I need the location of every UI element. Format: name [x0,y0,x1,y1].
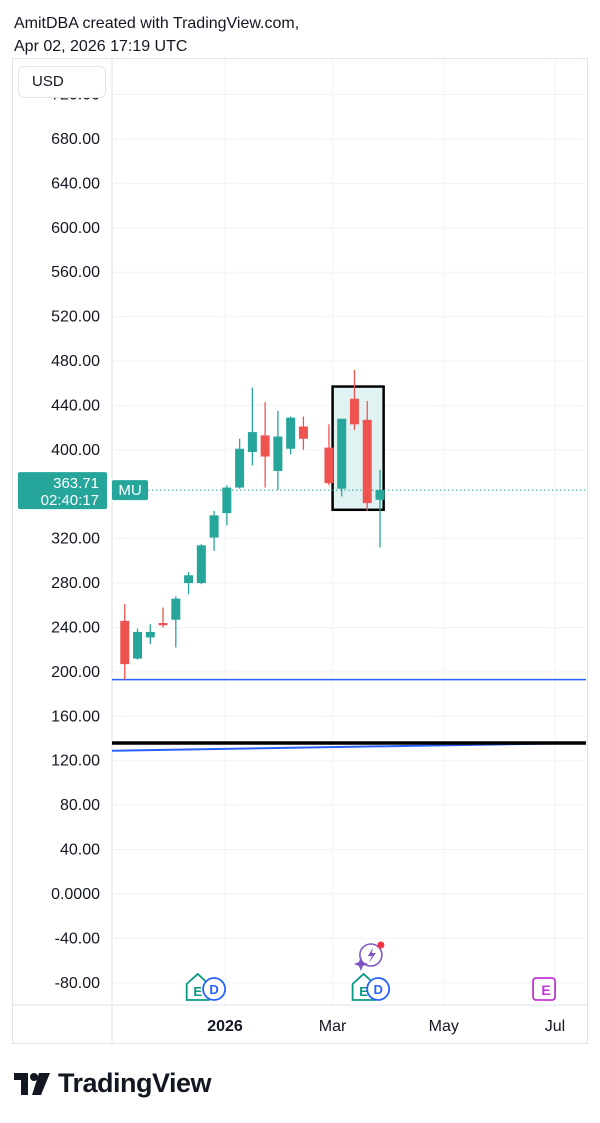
y-tick-label: -40.00 [55,930,100,947]
candle [324,424,334,486]
y-tick-label: 600.00 [51,220,100,237]
candle [184,571,194,595]
candle [196,544,206,585]
candle-body [324,447,334,484]
candle-body [235,448,245,488]
y-tick-label: 240.00 [51,619,100,636]
candle [349,369,359,430]
future-earnings-icon-letter: E [541,982,550,998]
y-tick-label: 200.00 [51,664,100,681]
candle-body [273,436,283,471]
candle [235,438,245,489]
y-tick-label: 520.00 [51,309,100,326]
y-tick-label: 440.00 [51,397,100,414]
candle-body [260,435,270,457]
y-tick-label: 480.00 [51,353,100,370]
x-tick-label: Mar [319,1018,347,1035]
candle-body [222,487,232,514]
y-tick-label: 320.00 [51,531,100,548]
dividend-icon-letter: D [209,982,218,997]
candle-body [375,490,385,500]
candle [286,416,296,455]
candle-body [184,575,194,584]
last-price-label-box [18,472,107,510]
y-tick-label: 80.00 [60,797,100,814]
candle-body [171,598,181,620]
y-tick-label: 280.00 [51,575,100,592]
candle-body [209,515,219,538]
dividend-icon: D [202,977,226,1001]
spark-icon-bolt [367,948,376,963]
symbol-tag: MU [118,482,141,499]
x-tick-label: May [429,1018,459,1035]
candle [375,469,385,548]
tradingview-logo-text: TradingView [58,1068,212,1098]
candle-body [337,418,347,489]
timestamp-line: Apr 02, 2026 17:19 UTC [14,38,188,55]
candle-body [298,426,308,439]
y-tick-label: 40.00 [60,842,100,859]
y-tick-label: 680.00 [51,131,100,148]
tradingview-logo[interactable]: TradingView [14,1068,212,1099]
candle-body [158,623,168,626]
last-price-value: 363.71 [53,475,99,492]
bar-countdown: 02:40:17 [41,492,99,509]
y-tick-label: 640.00 [51,175,100,192]
candle [247,387,257,466]
tradingview-logo-icon [14,1072,50,1095]
candle [171,596,181,648]
candle-body [120,620,130,665]
candle [273,410,283,490]
x-tick-label: 2026 [207,1018,243,1035]
future-earnings-icon-shape [532,977,556,1001]
dividend-icon-letter: D [373,982,382,997]
candle-body [286,417,296,449]
currency-button[interactable]: USD [18,66,106,98]
candle [158,607,168,628]
symbol-tag-box [112,480,148,501]
candle-body [196,545,206,584]
candle [337,418,347,497]
attribution-line: AmitDBA created with TradingView.com, [14,15,300,32]
candle [209,510,219,551]
dividend-icon: D [366,977,391,1001]
candle-body [133,631,143,659]
spark-icon-star [353,957,368,971]
y-tick-label: 400.00 [51,442,100,459]
x-tick-label: Jul [545,1018,565,1035]
future-earnings-icon: E [532,977,556,1001]
y-tick-label: 0.0000 [51,886,100,903]
candle [133,628,143,660]
earnings-icon-letter: E [359,984,368,999]
dividend-icon-shape [202,977,226,1001]
y-tick-label: 160.00 [51,708,100,725]
candle-body [362,419,372,504]
chart-attribution: AmitDBA created with TradingView.com, Ap… [14,12,299,58]
dividend-icon-shape [366,977,391,1001]
spark-icon [353,941,385,971]
candle [260,402,270,488]
candle-body [145,631,155,638]
earnings-icon-letter: E [193,984,202,999]
candle-body [349,398,359,425]
candle-body [247,432,257,453]
y-tick-label: 560.00 [51,264,100,281]
candle [298,416,308,450]
candle [145,624,155,645]
candle [362,400,372,511]
spark-icon-dot [377,941,385,949]
candle [120,604,130,680]
candle [222,485,232,526]
y-tick-label: -80.00 [55,975,100,992]
y-tick-label: 120.00 [51,753,100,770]
chart-frame[interactable] [12,58,588,1044]
